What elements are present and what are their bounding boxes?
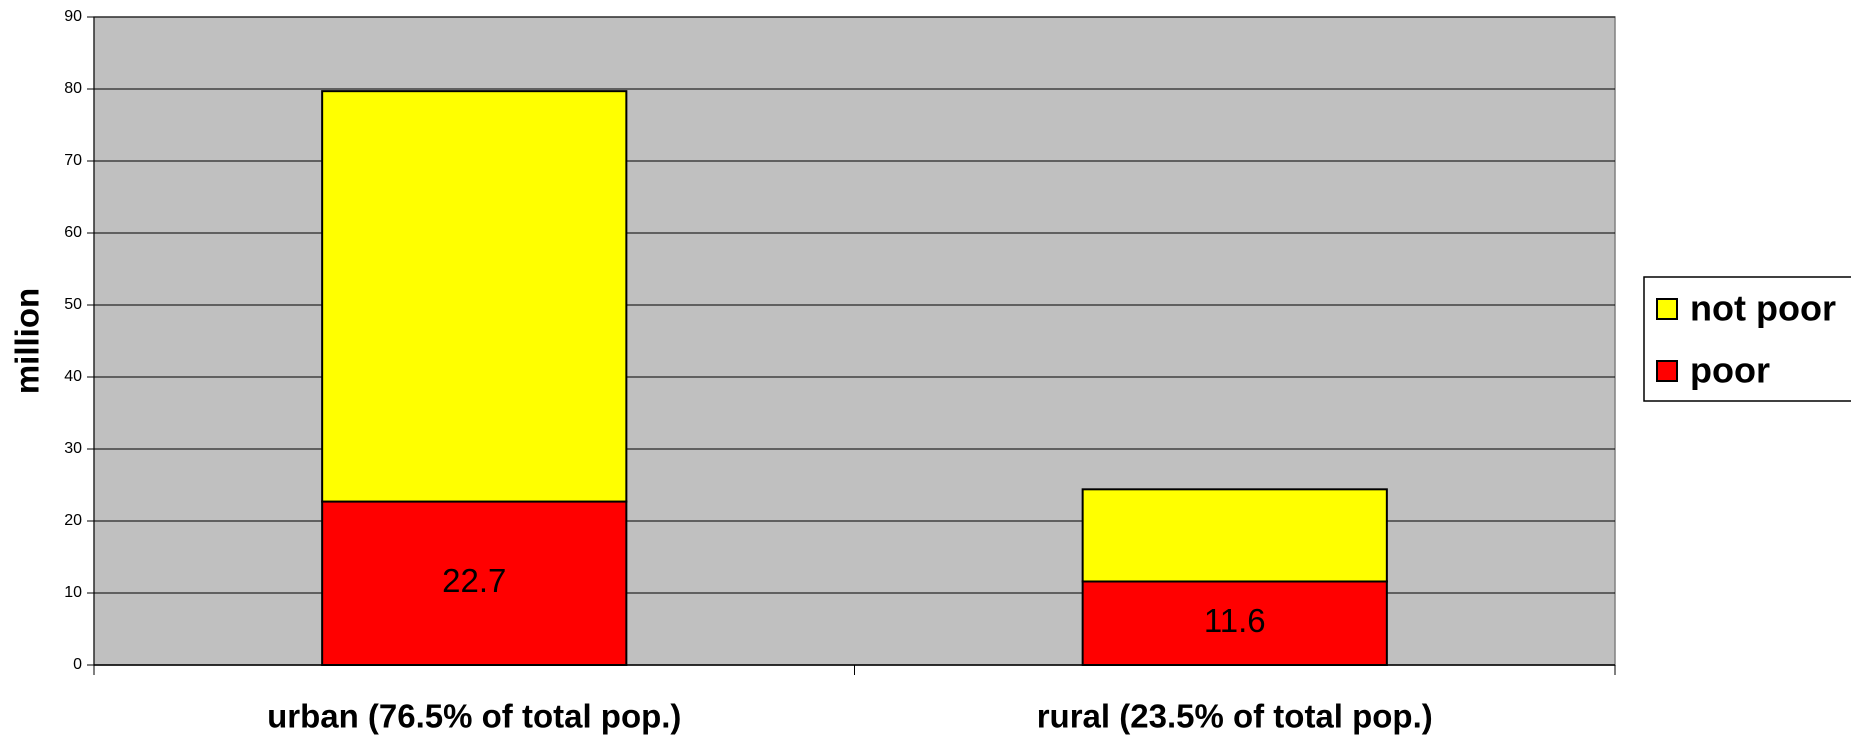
y-tick-label: 0 xyxy=(73,656,82,673)
x-tick-label: urban (76.5% of total pop.) xyxy=(267,698,681,735)
legend-label: not poor xyxy=(1690,288,1836,329)
bar-segment xyxy=(321,90,628,503)
legend-label: poor xyxy=(1690,350,1770,391)
data-label: 11.6 xyxy=(1204,602,1266,639)
y-tick-label: 30 xyxy=(64,440,82,457)
bar-segment xyxy=(1081,488,1388,583)
y-tick-label: 20 xyxy=(64,512,82,529)
legend-box xyxy=(1643,276,1851,402)
legend-swatch xyxy=(1656,360,1678,382)
y-tick-label: 10 xyxy=(64,584,82,601)
y-tick-label: 80 xyxy=(64,80,82,97)
y-tick-label: 70 xyxy=(64,152,82,169)
y-tick-label: 50 xyxy=(64,296,82,313)
bar-segment xyxy=(1081,580,1388,666)
legend-swatch xyxy=(1656,298,1678,320)
y-axis-label: million xyxy=(9,288,46,394)
y-tick-label: 90 xyxy=(64,8,82,25)
bar-segment xyxy=(321,500,628,666)
y-tick-label: 40 xyxy=(64,368,82,385)
y-tick-label: 60 xyxy=(64,224,82,241)
x-tick-label: rural (23.5% of total pop.) xyxy=(1037,698,1433,735)
data-label: 22.7 xyxy=(442,562,506,599)
